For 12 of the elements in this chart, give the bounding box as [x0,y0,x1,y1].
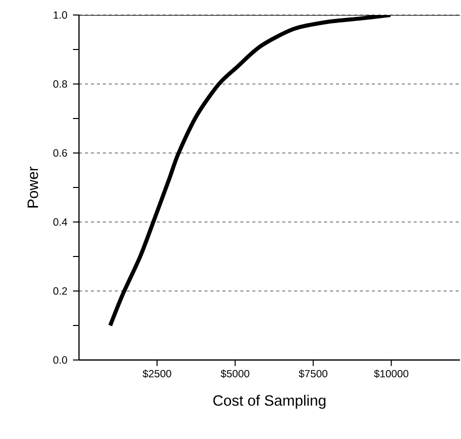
x-tick-label: $5000 [220,370,250,378]
y-tick-label: 0.4 [53,218,68,226]
y-tick-label: 0.2 [53,287,67,295]
x-tick-label: $10000 [374,370,408,378]
x-axis-title: Cost of Sampling [213,394,326,409]
y-tick-label: 0.0 [53,356,68,364]
x-tick-label: $2500 [142,370,172,378]
y-tick-label: 0.6 [53,149,68,157]
y-tick-label: 0.8 [53,80,68,88]
y-axis-title: Power [28,166,38,208]
y-tick-label: 1.0 [54,11,68,19]
x-tick-label: $7500 [298,370,328,378]
